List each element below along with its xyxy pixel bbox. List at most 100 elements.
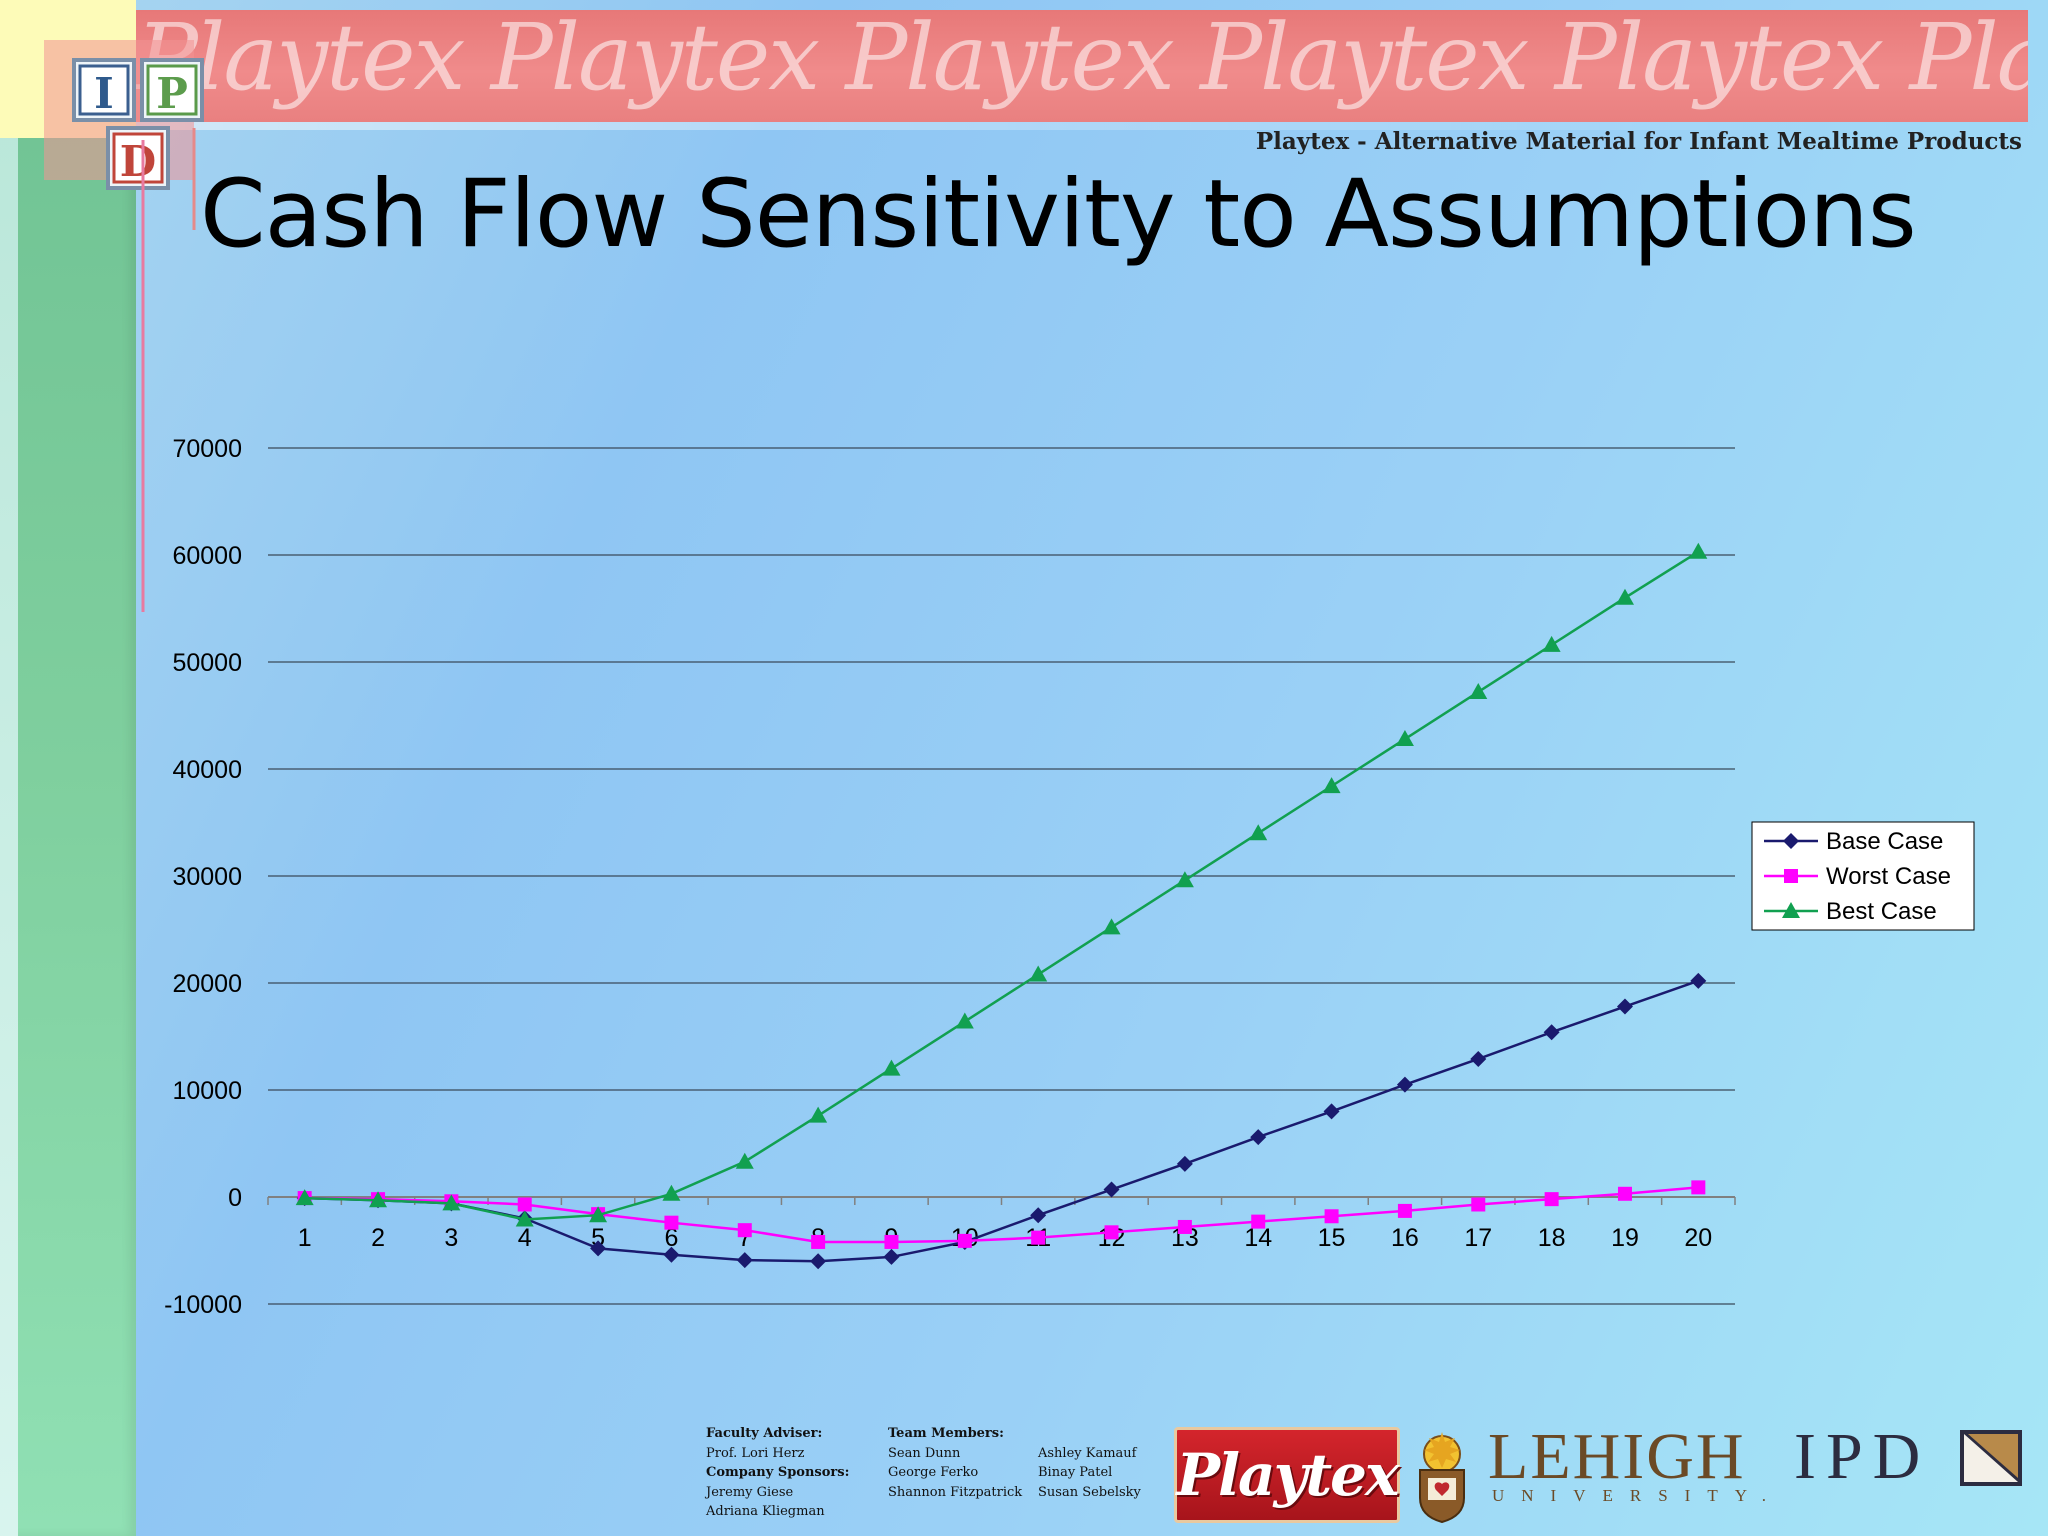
x-tick-label: 1 [298,1224,312,1252]
data-point-best-case [1249,824,1268,841]
x-tick-label: 3 [444,1224,458,1252]
data-point-best-case [882,1059,901,1076]
data-point-base-case [590,1240,607,1257]
data-point-base-case [1470,1050,1487,1067]
banner-underbar [136,122,2028,130]
faculty-adviser-name: Prof. Lori Herz [706,1445,805,1461]
y-tick-label: 30000 [172,863,242,891]
legend-marker-worst-case [1784,869,1798,883]
data-point-worst-case [1104,1225,1119,1240]
data-point-best-case [1029,965,1048,982]
series-line-base-case [304,979,1699,1263]
legend-marker-base-case [1783,833,1799,849]
data-point-best-case [955,1012,974,1029]
page-title: Cash Flow Sensitivity to Assumptions [200,160,1917,269]
left-strip-highlight [0,0,18,1536]
y-tick-label: 70000 [172,435,242,463]
lehigh-crest-icon [1419,1432,1465,1524]
data-point-best-case [1689,542,1708,559]
data-point-worst-case [1471,1197,1486,1212]
series-base-case [296,972,1707,1270]
header-subtitle: Playtex - Alternative Material for Infan… [1255,128,2022,155]
team-members-label: Team Members: [888,1426,1004,1441]
data-point-worst-case [957,1233,972,1248]
data-point-base-case [1103,1181,1120,1198]
x-tick-label: 14 [1244,1224,1272,1252]
data-point-best-case [662,1184,681,1201]
x-tick-label: 2 [371,1224,385,1252]
y-tick-label: -10000 [164,1291,242,1319]
data-point-worst-case [1324,1209,1339,1224]
team-member-name: George Ferko [888,1465,979,1481]
data-point-best-case [442,1194,461,1211]
ipd-footer-logo: IPD [1794,1420,1931,1493]
left-decorative-strip [0,0,136,1536]
data-point-worst-case [884,1234,899,1249]
data-point-worst-case [517,1197,532,1212]
y-tick-label: 60000 [172,542,242,570]
y-tick-label: 20000 [172,970,242,998]
data-point-best-case [1102,918,1121,935]
series-lines [295,542,1708,1270]
data-point-best-case [1542,635,1561,652]
data-point-worst-case [1177,1219,1192,1234]
playtex-logo: Playtex [1174,1427,1400,1523]
data-point-best-case [369,1191,388,1208]
y-tick-label: 0 [228,1184,242,1212]
team-member-name: Susan Sebelsky [1038,1484,1141,1500]
data-point-base-case [1690,972,1707,989]
x-tick-label: 16 [1391,1224,1419,1252]
logo-letter-d: D [120,137,156,186]
x-tick-label: 6 [664,1224,678,1252]
team-member-name: Shannon Fitzpatrick [888,1484,1023,1500]
grid-lines [268,447,1735,1305]
legend-label-best-case: Best Case [1826,898,1937,925]
data-point-base-case [1616,998,1633,1015]
data-point-base-case [1030,1207,1047,1224]
data-point-worst-case [1031,1230,1046,1245]
data-point-best-case [295,1189,314,1206]
data-point-best-case [809,1106,828,1123]
y-tick-labels: -10000 0 10000 20000 30000 40000 50000 60000 700… [164,435,242,1319]
data-point-base-case [1176,1155,1193,1172]
lehigh-logo-subtitle: UNIVERSITY. [1492,1486,1784,1505]
sponsor-name: Adriana Kliegman [706,1504,825,1520]
data-point-best-case [1175,871,1194,888]
x-tick-label: 15 [1318,1224,1346,1252]
data-point-base-case [663,1246,680,1263]
series-best-case [295,542,1708,1227]
playtex-logo-text: Playtex [1176,1441,1399,1509]
data-point-base-case [1323,1103,1340,1120]
data-point-best-case [735,1152,754,1169]
data-point-worst-case [811,1234,826,1249]
y-tick-label: 50000 [172,649,242,677]
team-member-name: Sean Dunn [888,1445,961,1461]
data-point-base-case [1543,1024,1560,1041]
y-tick-label: 10000 [172,1077,242,1105]
data-point-base-case [736,1252,753,1269]
team-member-name: Binay Patel [1038,1465,1113,1481]
legend-label-worst-case: Worst Case [1826,863,1951,890]
legend-label-base-case: Base Case [1826,828,1943,855]
data-point-worst-case [664,1215,679,1230]
data-point-best-case [589,1206,608,1223]
ipd-footer-mark-icon [1960,1430,2022,1486]
x-tick-label: 4 [518,1224,532,1252]
banner-script-text: Playtex Playtex Playtex Playtex Playtex … [136,10,2028,111]
y-tick-label: 40000 [172,756,242,784]
team-credits: Faculty Adviser: Prof. Lori Herz Company… [706,1424,1158,1524]
data-point-worst-case [1397,1203,1412,1218]
data-point-base-case [1250,1129,1267,1146]
series-line-worst-case [304,1186,1699,1244]
logo-letter-i: I [94,69,114,118]
data-point-base-case [883,1248,900,1265]
faculty-adviser-label: Faculty Adviser: [706,1426,823,1441]
team-member-name: Ashley Kamauf [1038,1445,1137,1461]
header-banner: Playtex Playtex Playtex Playtex Playtex … [136,10,2028,122]
logo-letter-p: P [156,69,188,118]
x-tick-label: 19 [1611,1224,1639,1252]
data-point-worst-case [1544,1192,1559,1207]
data-point-base-case [1396,1076,1413,1093]
x-tick-label: 20 [1684,1224,1712,1252]
x-tick-label: 18 [1538,1224,1566,1252]
